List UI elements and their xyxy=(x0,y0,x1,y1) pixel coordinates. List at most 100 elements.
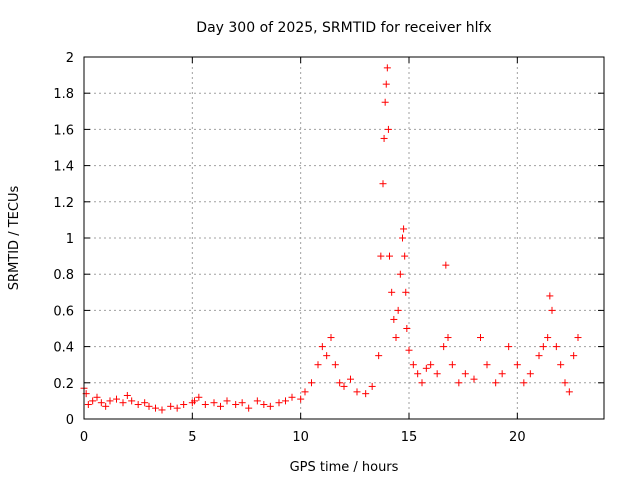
y-tick-label: 0.8 xyxy=(53,268,74,283)
y-tick-label: 0.2 xyxy=(53,377,74,392)
data-point xyxy=(440,343,448,351)
data-point xyxy=(548,306,556,314)
y-tick-label: 1 xyxy=(66,232,74,247)
data-point xyxy=(377,252,385,260)
data-point xyxy=(546,292,554,300)
data-point xyxy=(180,401,188,409)
y-tick-label: 1.8 xyxy=(53,87,74,102)
data-point xyxy=(128,397,136,405)
data-point xyxy=(388,288,396,296)
data-point xyxy=(403,325,411,332)
data-point xyxy=(384,125,392,133)
data-point xyxy=(201,401,209,409)
ticks-layer: 0 5 10 15 20 0 0.2 0.4 0.6 0.8 1 1.2 1.4 1.6 1.8 2 xyxy=(53,51,604,445)
data-point xyxy=(422,364,430,372)
data-point xyxy=(167,402,175,410)
data-point xyxy=(461,370,469,378)
data-point xyxy=(427,361,435,369)
data-point xyxy=(399,234,406,242)
y-tick-label: 2 xyxy=(66,51,74,66)
y-tick-label: 1.6 xyxy=(53,123,74,138)
data-point xyxy=(158,406,166,414)
data-point xyxy=(498,370,506,378)
data-point xyxy=(396,270,404,278)
chart-title: Day 300 of 2025, SRMTID for receiver hlf… xyxy=(196,20,491,36)
data-point xyxy=(526,370,534,378)
data-point xyxy=(405,346,413,354)
data-point xyxy=(134,401,142,409)
data-point xyxy=(89,397,97,405)
data-point xyxy=(375,352,383,360)
data-point xyxy=(414,370,422,378)
data-point xyxy=(102,402,110,410)
data-point xyxy=(288,393,296,401)
points-layer xyxy=(80,64,582,414)
data-point xyxy=(492,379,500,387)
data-point xyxy=(455,379,463,387)
data-point xyxy=(535,352,543,360)
data-point xyxy=(282,397,289,405)
data-point xyxy=(380,134,388,142)
data-point xyxy=(520,379,528,387)
data-point xyxy=(301,388,309,396)
y-tick-label: 0.4 xyxy=(53,341,74,356)
data-point xyxy=(232,401,240,409)
data-point xyxy=(260,401,268,409)
data-point xyxy=(93,393,101,401)
x-tick-label: 0 xyxy=(80,430,88,445)
x-tick-label: 5 xyxy=(188,430,196,445)
data-point xyxy=(483,361,491,369)
grid-layer xyxy=(84,57,604,419)
data-point xyxy=(383,64,391,72)
data-point xyxy=(444,334,452,342)
data-point xyxy=(574,334,582,342)
data-point xyxy=(505,343,513,351)
data-point xyxy=(477,334,484,342)
data-point xyxy=(418,379,426,387)
data-point xyxy=(318,343,326,351)
data-point xyxy=(400,225,408,233)
y-axis-title: SRMTID / TECUs xyxy=(7,186,22,291)
data-point xyxy=(84,401,92,409)
data-point xyxy=(217,402,224,410)
data-point xyxy=(308,379,315,387)
data-point xyxy=(266,402,274,410)
y-tick-label: 1.4 xyxy=(53,160,74,175)
data-point xyxy=(347,375,354,383)
data-point xyxy=(362,390,370,398)
data-point xyxy=(245,404,253,412)
data-point xyxy=(561,379,569,387)
data-point xyxy=(539,343,547,351)
data-point xyxy=(195,393,203,401)
data-point xyxy=(390,315,398,323)
data-point xyxy=(331,361,339,369)
data-point xyxy=(145,402,153,410)
x-axis-title: GPS time / hours xyxy=(290,460,399,475)
data-point xyxy=(191,397,198,405)
data-point xyxy=(570,352,578,360)
data-point xyxy=(381,98,389,106)
data-point xyxy=(382,80,390,88)
data-point xyxy=(323,352,331,360)
data-point xyxy=(379,180,387,188)
data-point xyxy=(340,382,348,390)
data-point xyxy=(402,288,410,296)
data-point xyxy=(152,404,159,412)
data-point xyxy=(238,399,246,407)
data-point xyxy=(565,388,573,396)
data-point xyxy=(513,361,521,369)
data-point xyxy=(275,399,283,407)
data-point xyxy=(470,375,478,383)
data-point xyxy=(552,343,560,351)
data-point xyxy=(97,399,105,407)
data-point xyxy=(353,388,361,396)
data-point xyxy=(223,397,231,405)
data-point xyxy=(442,261,450,269)
data-point xyxy=(386,252,393,260)
data-point xyxy=(297,395,305,403)
data-point xyxy=(141,399,149,407)
data-point xyxy=(433,370,441,378)
y-tick-label: 1.2 xyxy=(53,196,74,211)
